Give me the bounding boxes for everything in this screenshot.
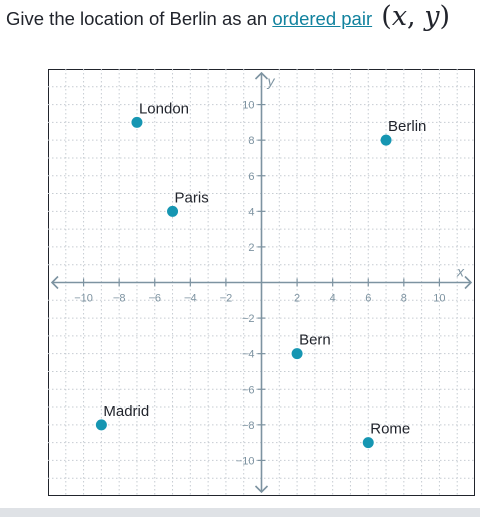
- math-open-paren: (: [381, 1, 392, 32]
- y-tick-label: 6: [248, 171, 254, 183]
- x-tick-label: 2: [294, 293, 300, 305]
- y-tick-label: −6: [242, 384, 255, 396]
- y-axis-arrow-down: [254, 485, 269, 494]
- math-x: x: [391, 1, 408, 32]
- question-prefix: Give the location of Berlin as an: [6, 8, 273, 29]
- point-label-rome: Rome: [370, 421, 410, 438]
- x-tick-label: 6: [365, 293, 371, 305]
- point-berlin: [380, 134, 392, 146]
- x-tick-label: 10: [433, 293, 445, 305]
- point-bern: [291, 348, 303, 360]
- axes: xy: [50, 71, 473, 494]
- y-tick-label: −4: [242, 349, 255, 361]
- point-label-berlin: Berlin: [388, 118, 426, 135]
- question-text: Give the location of Berlin as an ordere…: [6, 0, 480, 36]
- point-london: [131, 116, 143, 128]
- point-label-paris: Paris: [175, 189, 209, 206]
- y-tick-label: −8: [242, 420, 255, 432]
- y-tick-label: 10: [242, 100, 254, 112]
- y-tick-label: 2: [248, 242, 254, 254]
- x-tick-label: −6: [148, 293, 161, 305]
- y-axis-arrow-up: [254, 71, 269, 80]
- x-tick-label: −10: [74, 293, 93, 305]
- x-tick-label: 4: [330, 293, 336, 305]
- math-close-paren: ): [439, 1, 451, 32]
- x-axis-arrow-left: [50, 275, 59, 290]
- x-tick-label: −8: [113, 293, 126, 305]
- tick-labels: −10 −8 −6 −4 −2 2 4 6 8 10 −10 −8 −6 −4 −2 2 4 6 8 10: [74, 100, 445, 468]
- y-tick-label: −2: [242, 313, 255, 325]
- x-tick-label: −2: [220, 293, 233, 305]
- point-label-london: London: [139, 100, 189, 117]
- point-label-bern: Bern: [299, 332, 331, 349]
- data-points: London Berlin Paris Bern Madrid Rome: [95, 100, 426, 449]
- point-paris: [167, 205, 179, 217]
- point-rome: [362, 437, 374, 449]
- x-tick-label: −4: [184, 293, 197, 305]
- ordered-pair-link[interactable]: ordered pair: [272, 8, 373, 29]
- x-axis-arrow-right: [464, 275, 473, 290]
- bottom-bar: [0, 508, 480, 517]
- ordered-pair-expression: (x, y): [381, 1, 450, 32]
- math-comma: ,: [407, 1, 425, 32]
- math-y: y: [424, 1, 440, 32]
- y-tick-label: 8: [248, 135, 254, 147]
- y-tick-label: 4: [248, 206, 254, 218]
- point-madrid: [95, 419, 107, 431]
- point-label-madrid: Madrid: [103, 403, 149, 420]
- y-axis-label: y: [267, 73, 276, 89]
- y-tick-label: −10: [236, 455, 255, 467]
- x-axis-label: x: [456, 264, 465, 280]
- x-tick-label: 8: [401, 293, 407, 305]
